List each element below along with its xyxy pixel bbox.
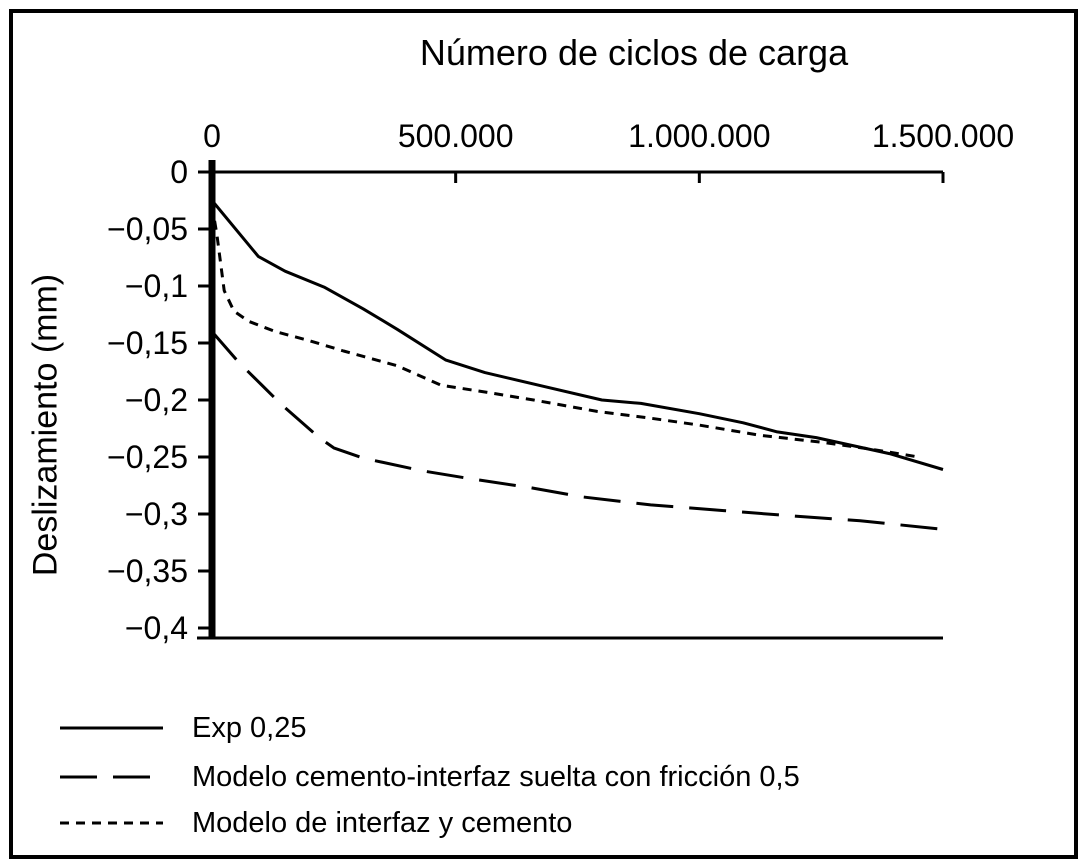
legend-label: Modelo cemento-interfaz suelta con fricc… bbox=[192, 760, 800, 793]
legend-label: Exp 0,25 bbox=[192, 711, 307, 744]
y-tick-label: 0 bbox=[170, 154, 188, 190]
y-tick-label: −0,25 bbox=[107, 439, 188, 475]
legend-line-sample-short-dash bbox=[60, 821, 163, 825]
y-tick-label: −0,35 bbox=[107, 553, 188, 589]
legend-label: Modelo de interfaz y cemento bbox=[192, 806, 573, 839]
y-tick-label: −0,15 bbox=[107, 325, 188, 361]
legend-item-exp: Exp 0,25 bbox=[60, 706, 306, 750]
x-tick-label: 1.500.000 bbox=[872, 118, 1014, 154]
series-line-1 bbox=[210, 330, 939, 531]
legend-line-sample-solid bbox=[60, 726, 163, 730]
y-tick-label: −0,2 bbox=[125, 382, 188, 418]
y-tick-label: −0,3 bbox=[125, 496, 188, 532]
legend-item-modelo-interfaz-cemento: Modelo de interfaz y cemento bbox=[60, 801, 572, 845]
x-axis-title: Número de ciclos de carga bbox=[419, 32, 849, 73]
series-line-2 bbox=[210, 204, 919, 459]
figure-border bbox=[9, 9, 1078, 859]
x-tick-label: 0 bbox=[203, 118, 221, 154]
legend-line-sample-long-dash bbox=[60, 775, 163, 779]
y-tick-label: −0,05 bbox=[107, 211, 188, 247]
y-tick-label: −0,4 bbox=[125, 610, 188, 646]
legend-item-modelo-cemento-interfaz-suelta: Modelo cemento-interfaz suelta con fricc… bbox=[60, 755, 800, 799]
y-tick-label: −0,1 bbox=[125, 268, 188, 304]
x-tick-label: 1.000.000 bbox=[628, 118, 770, 154]
x-tick-label: 500.000 bbox=[398, 118, 514, 154]
series-line-0 bbox=[210, 199, 944, 471]
